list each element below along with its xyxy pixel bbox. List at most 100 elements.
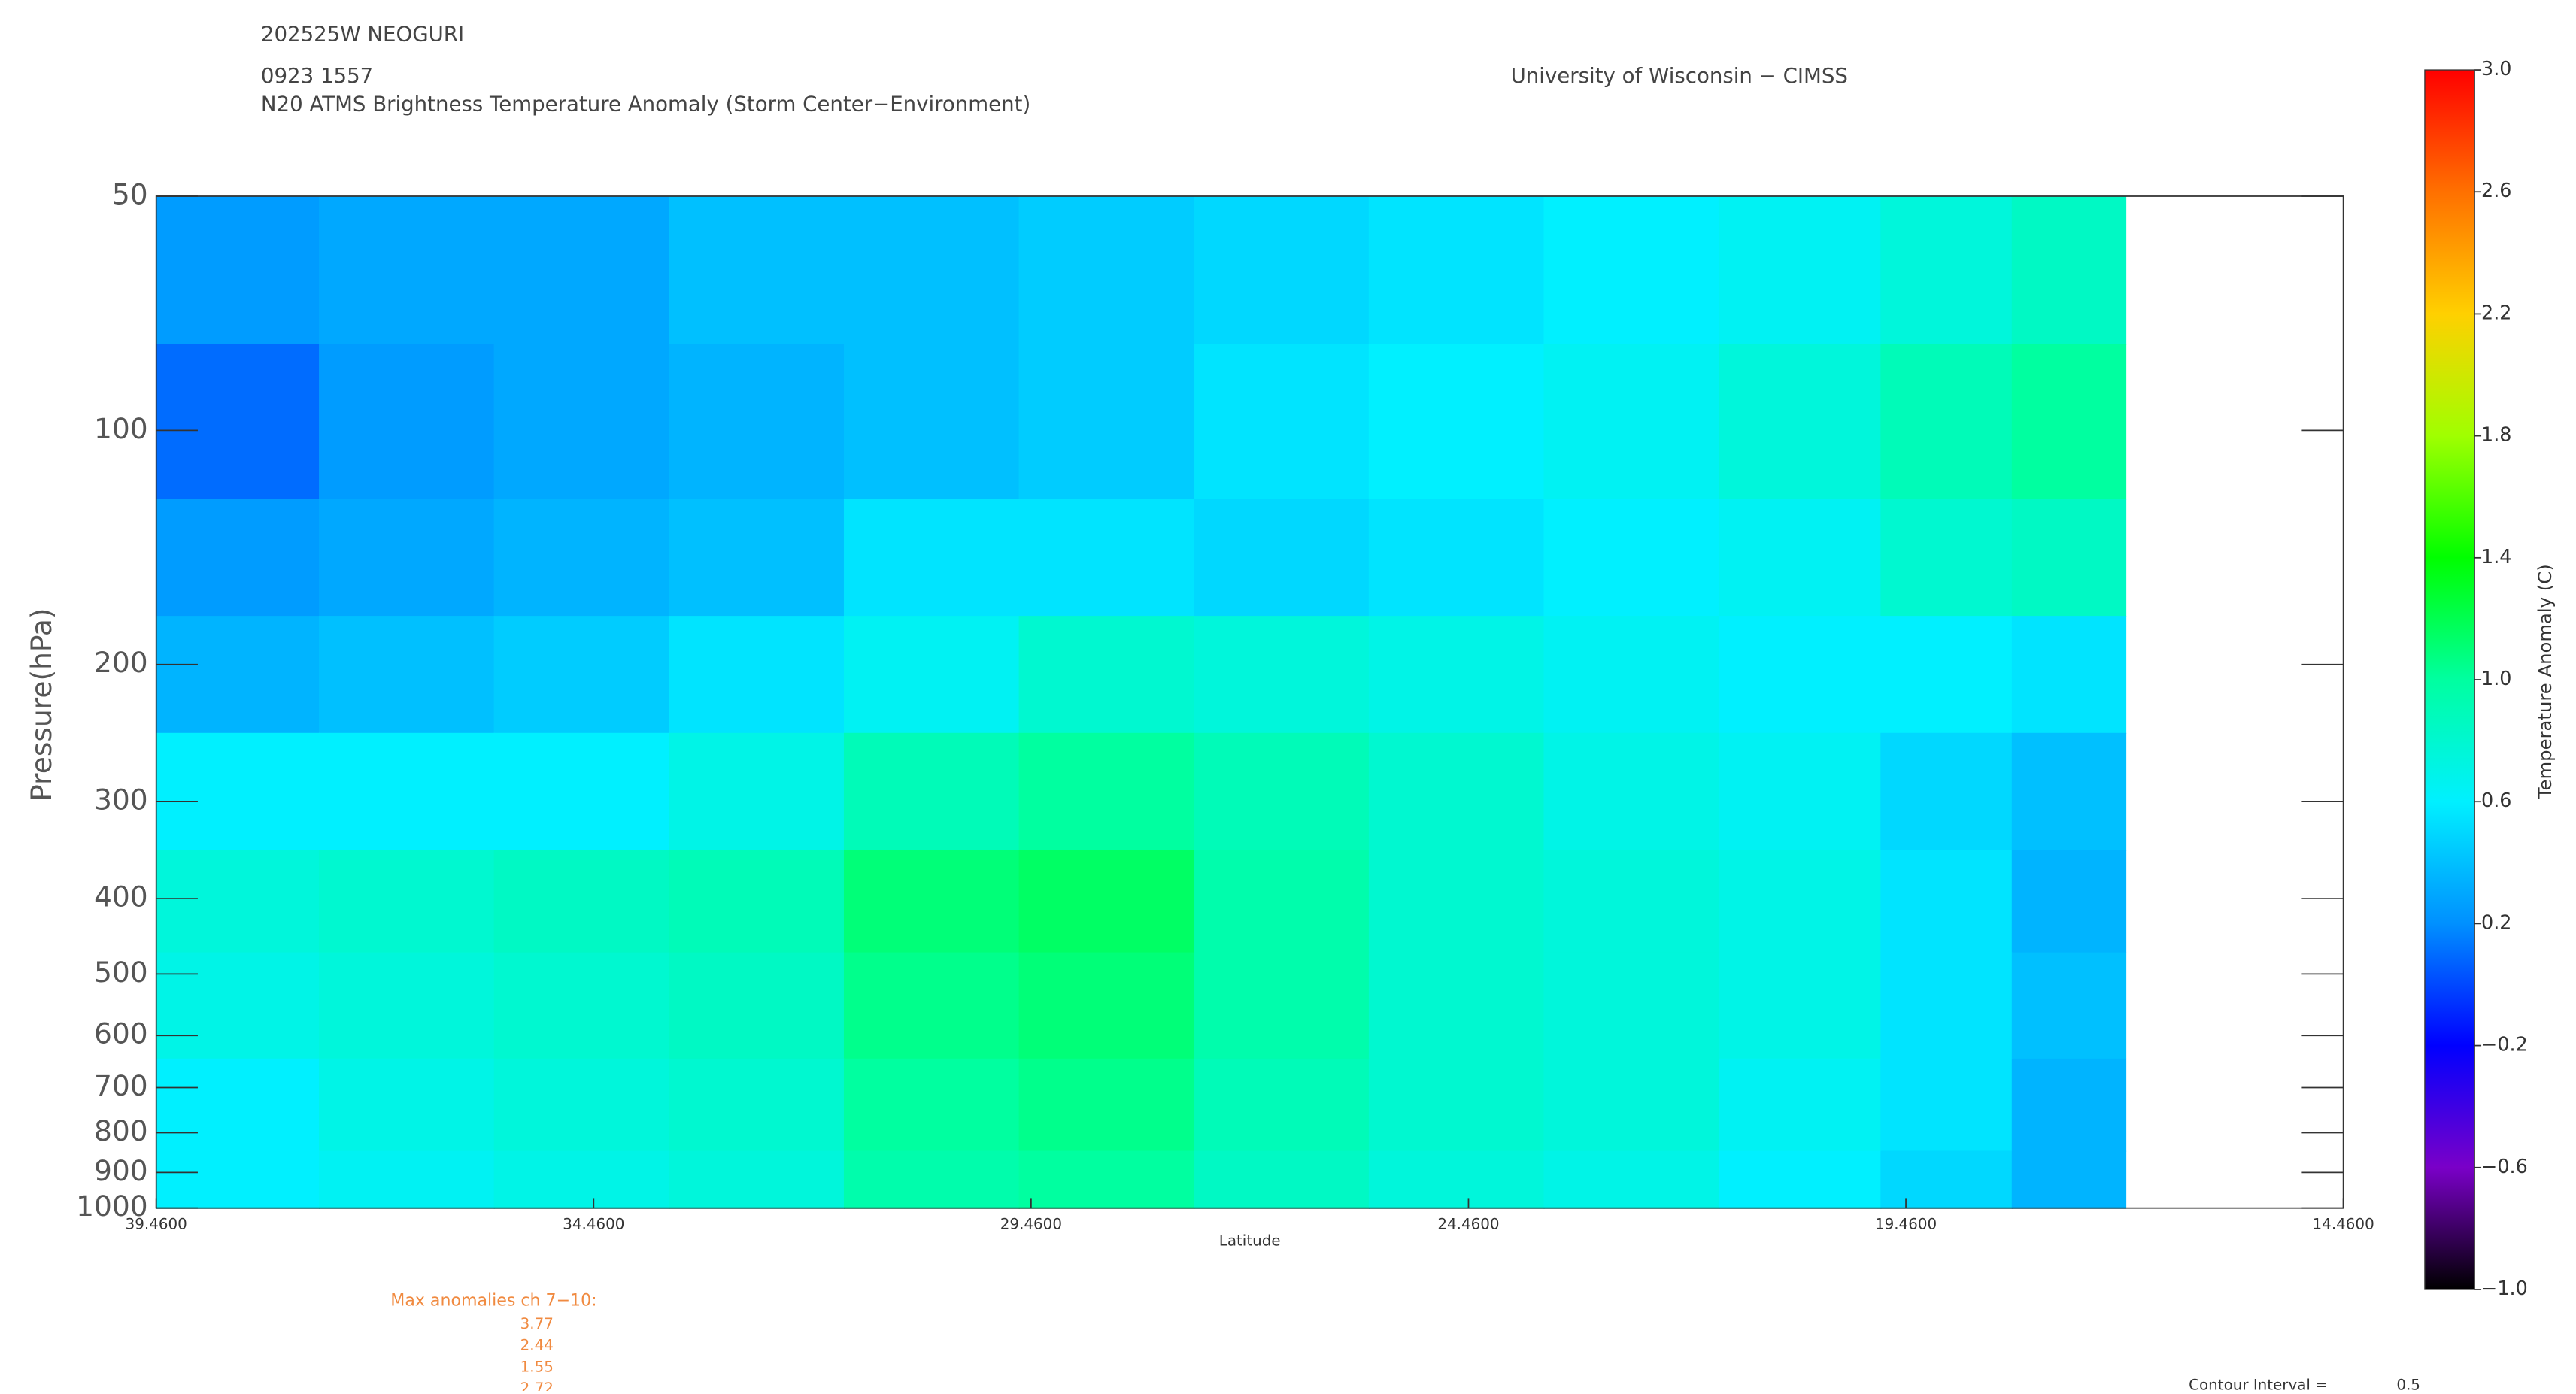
colorbar-tick-label: 1.0 <box>2481 667 2511 689</box>
field-cell <box>1368 499 1545 617</box>
field-cell <box>1543 1058 1720 1152</box>
field-cell <box>1018 850 1195 953</box>
field-cell <box>1018 616 1195 734</box>
colorbar-tick-label: 2.2 <box>2481 301 2511 323</box>
y-tick-label: 700 <box>94 1069 148 1102</box>
field-cell <box>156 732 320 851</box>
field-cell <box>1880 952 2013 1059</box>
field-cell <box>1719 499 1882 617</box>
field-cell <box>669 195 845 345</box>
field-cell <box>1543 732 1720 851</box>
colorbar-tick-label: 1.4 <box>2481 545 2511 568</box>
field-cell <box>1194 499 1370 617</box>
field-cell <box>2011 732 2127 851</box>
field-cell <box>493 732 670 851</box>
field-cell <box>1719 732 1882 851</box>
field-cell <box>669 952 845 1059</box>
field-cell <box>1368 850 1545 953</box>
x-tick-label: 19.4600 <box>1875 1215 1937 1232</box>
field-cell <box>319 732 495 851</box>
field-cell <box>843 850 1020 953</box>
field-cell <box>843 952 1020 1059</box>
max-value: 2.72 <box>520 1380 554 1391</box>
field-cell <box>2011 1150 2127 1209</box>
field-cell <box>2011 616 2127 734</box>
field-cell <box>1368 952 1545 1059</box>
x-tick-label: 14.4600 <box>2313 1215 2374 1232</box>
y-tick-label: 600 <box>94 1017 148 1050</box>
field-cell <box>1018 732 1195 851</box>
field-cell <box>156 616 320 734</box>
field-cell <box>669 344 845 500</box>
field-cell <box>1194 952 1370 1059</box>
field-cell <box>1543 952 1720 1059</box>
field-cell <box>493 344 670 500</box>
field-cell <box>156 499 320 617</box>
source: University of Wisconsin − CIMSS <box>1511 63 1848 88</box>
field-cell <box>1880 344 2013 500</box>
product: N20 ATMS Brightness Temperature Anomaly … <box>261 91 1030 116</box>
field-cell <box>319 499 495 617</box>
y-tick-label: 300 <box>94 783 148 816</box>
x-tick-label: 24.4600 <box>1437 1215 1499 1232</box>
field-cell <box>2011 344 2127 500</box>
field-cell <box>843 732 1020 851</box>
field-cell <box>493 195 670 345</box>
colorbar-tick-label: 2.6 <box>2481 179 2511 202</box>
y-tick-label: 400 <box>94 880 148 914</box>
max-title: Max anomalies ch 7−10: <box>390 1290 596 1310</box>
colorbar-tick-label: 0.2 <box>2481 911 2511 933</box>
storm-id: 202525W NEOGURI <box>261 22 464 47</box>
field-cell <box>1194 1150 1370 1209</box>
field-cell <box>669 1150 845 1209</box>
field-cell <box>1880 850 2013 953</box>
field-cell <box>843 344 1020 500</box>
colorbar-tick-label: 1.8 <box>2481 423 2511 446</box>
field-cell <box>493 1058 670 1152</box>
field-cell <box>2011 195 2127 345</box>
field-cell <box>156 1150 320 1209</box>
field <box>156 195 2127 1209</box>
field-cell <box>319 1150 495 1209</box>
field-cell <box>156 344 320 500</box>
field-cell <box>156 1058 320 1152</box>
field-cell <box>2011 1058 2127 1152</box>
field-cell <box>1368 616 1545 734</box>
y-tick-label: 100 <box>94 412 148 445</box>
field-cell <box>1543 344 1720 500</box>
max-value: 2.44 <box>520 1337 554 1354</box>
field-cell <box>1880 1150 2013 1209</box>
field-cell <box>1194 195 1370 345</box>
field-cell <box>1880 616 2013 734</box>
field-cell <box>843 616 1020 734</box>
field-cell <box>1719 1058 1882 1152</box>
field-cell <box>2011 850 2127 953</box>
colorbar-tick-label: −0.2 <box>2481 1033 2528 1056</box>
field-cell <box>1368 344 1545 500</box>
field-cell <box>1543 499 1720 617</box>
field-cell <box>1880 1058 2013 1152</box>
field-cell <box>1543 195 1720 345</box>
field-cell <box>319 850 495 953</box>
y-axis-label: Pressure(hPa) <box>25 608 58 801</box>
field-cell <box>1719 952 1882 1059</box>
x-axis-label: Latitude <box>1219 1232 1281 1249</box>
x-tick-label: 29.4600 <box>1000 1215 1062 1232</box>
field-cell <box>156 952 320 1059</box>
field-cell <box>493 850 670 953</box>
field-cell <box>1018 195 1195 345</box>
field-cell <box>1018 952 1195 1059</box>
x-tick-label: 39.4600 <box>126 1215 187 1232</box>
field-cell <box>1368 195 1545 345</box>
field-cell <box>1368 1150 1545 1209</box>
colorbar <box>2424 69 2475 1290</box>
field-cell <box>669 616 845 734</box>
time: 0923 1557 <box>261 63 373 88</box>
y-tick-label: 900 <box>94 1154 148 1187</box>
field-cell <box>1880 499 2013 617</box>
field-cell <box>669 732 845 851</box>
field-cell <box>1194 344 1370 500</box>
field-cell <box>1018 1150 1195 1209</box>
field-cell <box>1880 195 2013 345</box>
